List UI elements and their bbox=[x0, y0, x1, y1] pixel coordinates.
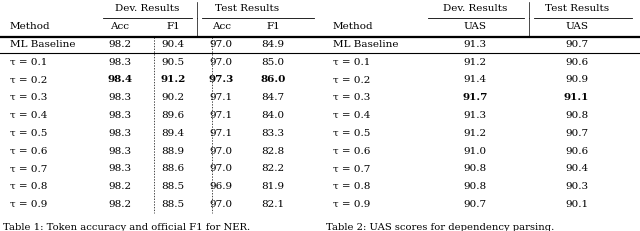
Text: τ = 0.4: τ = 0.4 bbox=[10, 111, 47, 120]
Text: 90.7: 90.7 bbox=[565, 129, 588, 138]
Text: 84.9: 84.9 bbox=[262, 40, 285, 49]
Text: 91.2: 91.2 bbox=[464, 129, 487, 138]
Text: 89.4: 89.4 bbox=[161, 129, 184, 138]
Text: 98.3: 98.3 bbox=[108, 129, 131, 138]
Text: 90.5: 90.5 bbox=[161, 58, 184, 67]
Text: 81.9: 81.9 bbox=[262, 182, 285, 191]
Text: UAS: UAS bbox=[565, 22, 588, 31]
Text: UAS: UAS bbox=[464, 22, 487, 31]
Text: 90.7: 90.7 bbox=[565, 40, 588, 49]
Text: 98.3: 98.3 bbox=[108, 111, 131, 120]
Text: 90.1: 90.1 bbox=[565, 200, 588, 209]
Text: Acc: Acc bbox=[110, 22, 129, 31]
Text: 97.1: 97.1 bbox=[210, 129, 233, 138]
Text: 98.2: 98.2 bbox=[108, 200, 131, 209]
Text: 90.4: 90.4 bbox=[565, 164, 588, 173]
Text: F1: F1 bbox=[266, 22, 280, 31]
Text: 98.3: 98.3 bbox=[108, 146, 131, 155]
Text: 97.0: 97.0 bbox=[210, 58, 233, 67]
Text: 91.7: 91.7 bbox=[463, 93, 488, 102]
Text: 84.0: 84.0 bbox=[262, 111, 285, 120]
Text: 90.9: 90.9 bbox=[565, 76, 588, 85]
Text: F1: F1 bbox=[166, 22, 180, 31]
Text: 98.3: 98.3 bbox=[108, 93, 131, 102]
Text: τ = 0.7: τ = 0.7 bbox=[333, 164, 370, 173]
Text: 88.6: 88.6 bbox=[161, 164, 184, 173]
Text: 91.0: 91.0 bbox=[464, 146, 487, 155]
Text: 90.2: 90.2 bbox=[161, 93, 184, 102]
Text: 82.8: 82.8 bbox=[262, 146, 285, 155]
Text: 97.1: 97.1 bbox=[210, 111, 233, 120]
Text: 96.9: 96.9 bbox=[210, 182, 233, 191]
Text: 86.0: 86.0 bbox=[260, 76, 286, 85]
Text: 84.7: 84.7 bbox=[262, 93, 285, 102]
Text: 97.0: 97.0 bbox=[210, 40, 233, 49]
Text: τ = 0.3: τ = 0.3 bbox=[333, 93, 370, 102]
Text: τ = 0.1: τ = 0.1 bbox=[333, 58, 370, 67]
Text: 90.7: 90.7 bbox=[464, 200, 487, 209]
Text: τ = 0.6: τ = 0.6 bbox=[10, 146, 47, 155]
Text: τ = 0.2: τ = 0.2 bbox=[333, 76, 370, 85]
Text: 97.1: 97.1 bbox=[210, 93, 233, 102]
Text: τ = 0.5: τ = 0.5 bbox=[333, 129, 370, 138]
Text: τ = 0.7: τ = 0.7 bbox=[10, 164, 47, 173]
Text: 97.0: 97.0 bbox=[210, 200, 233, 209]
Text: 90.8: 90.8 bbox=[565, 111, 588, 120]
Text: 91.3: 91.3 bbox=[464, 40, 487, 49]
Text: 97.3: 97.3 bbox=[209, 76, 234, 85]
Text: 91.3: 91.3 bbox=[464, 111, 487, 120]
Text: 82.1: 82.1 bbox=[262, 200, 285, 209]
Text: Test Results: Test Results bbox=[215, 4, 279, 13]
Text: 91.2: 91.2 bbox=[160, 76, 186, 85]
Text: Test Results: Test Results bbox=[545, 4, 609, 13]
Text: Method: Method bbox=[10, 22, 51, 31]
Text: 90.4: 90.4 bbox=[161, 40, 184, 49]
Text: 85.0: 85.0 bbox=[262, 58, 285, 67]
Text: 89.6: 89.6 bbox=[161, 111, 184, 120]
Text: 90.8: 90.8 bbox=[464, 182, 487, 191]
Text: Dev. Results: Dev. Results bbox=[115, 4, 179, 13]
Text: 88.5: 88.5 bbox=[161, 182, 184, 191]
Text: τ = 0.6: τ = 0.6 bbox=[333, 146, 370, 155]
Text: τ = 0.5: τ = 0.5 bbox=[10, 129, 47, 138]
Text: 98.3: 98.3 bbox=[108, 164, 131, 173]
Text: 90.6: 90.6 bbox=[565, 58, 588, 67]
Text: 82.2: 82.2 bbox=[262, 164, 285, 173]
Text: 91.2: 91.2 bbox=[464, 58, 487, 67]
Text: τ = 0.2: τ = 0.2 bbox=[10, 76, 47, 85]
Text: τ = 0.9: τ = 0.9 bbox=[10, 200, 47, 209]
Text: ML Baseline: ML Baseline bbox=[333, 40, 398, 49]
Text: 98.2: 98.2 bbox=[108, 182, 131, 191]
Text: Table 2: UAS scores for dependency parsing.: Table 2: UAS scores for dependency parsi… bbox=[326, 223, 555, 231]
Text: 90.8: 90.8 bbox=[464, 164, 487, 173]
Text: 88.5: 88.5 bbox=[161, 200, 184, 209]
Text: 90.6: 90.6 bbox=[565, 146, 588, 155]
Text: τ = 0.1: τ = 0.1 bbox=[10, 58, 47, 67]
Text: 98.3: 98.3 bbox=[108, 58, 131, 67]
Text: τ = 0.8: τ = 0.8 bbox=[333, 182, 370, 191]
Text: Table 1: Token accuracy and official F1 for NER.: Table 1: Token accuracy and official F1 … bbox=[3, 223, 250, 231]
Text: τ = 0.9: τ = 0.9 bbox=[333, 200, 370, 209]
Text: 98.2: 98.2 bbox=[108, 40, 131, 49]
Text: 91.4: 91.4 bbox=[464, 76, 487, 85]
Text: 98.4: 98.4 bbox=[107, 76, 132, 85]
Text: 88.9: 88.9 bbox=[161, 146, 184, 155]
Text: τ = 0.3: τ = 0.3 bbox=[10, 93, 47, 102]
Text: 83.3: 83.3 bbox=[262, 129, 285, 138]
Text: Dev. Results: Dev. Results bbox=[443, 4, 508, 13]
Text: Acc: Acc bbox=[212, 22, 231, 31]
Text: τ = 0.4: τ = 0.4 bbox=[333, 111, 370, 120]
Text: 90.3: 90.3 bbox=[565, 182, 588, 191]
Text: τ = 0.8: τ = 0.8 bbox=[10, 182, 47, 191]
Text: 91.1: 91.1 bbox=[564, 93, 589, 102]
Text: 97.0: 97.0 bbox=[210, 146, 233, 155]
Text: Method: Method bbox=[333, 22, 373, 31]
Text: 97.0: 97.0 bbox=[210, 164, 233, 173]
Text: ML Baseline: ML Baseline bbox=[10, 40, 75, 49]
